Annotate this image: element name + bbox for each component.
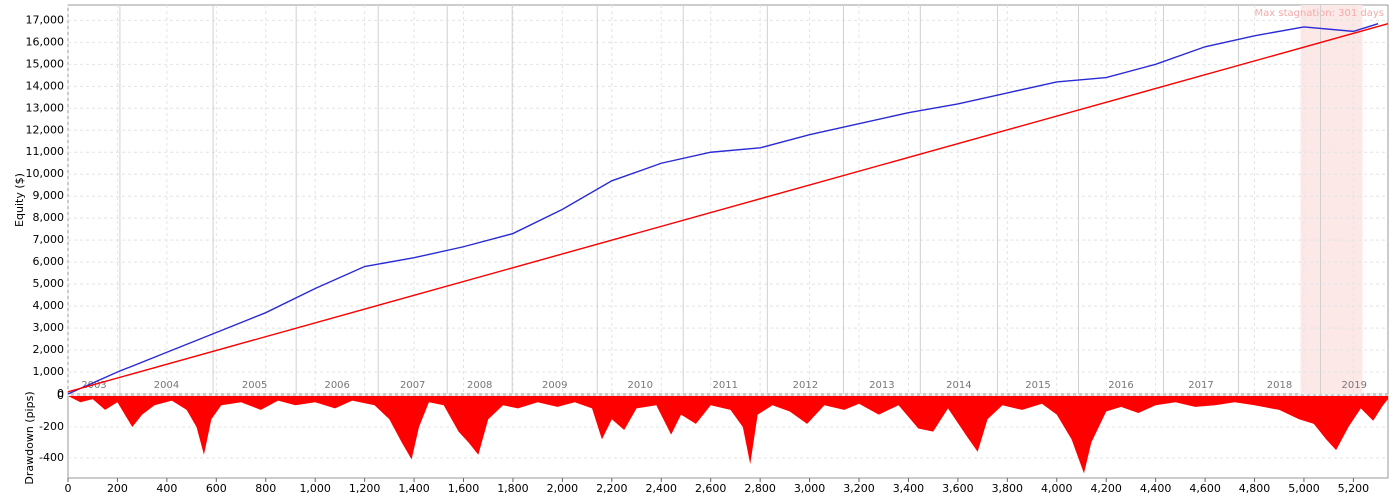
year-label: 2018 <box>1267 380 1292 391</box>
x-tick-label: 2,000 <box>547 482 579 495</box>
drawdown-area <box>68 396 1388 474</box>
y-tick-label: 12,000 <box>26 123 65 136</box>
x-tick-label: 4,200 <box>1090 482 1122 495</box>
x-tick-label: 1,600 <box>448 482 480 495</box>
year-label: 2016 <box>1108 380 1133 391</box>
y-tick-label: 13,000 <box>26 101 65 114</box>
x-tick-label: 3,200 <box>843 482 875 495</box>
y-tick-label: 8,000 <box>33 211 65 224</box>
x-tick-label: 1,000 <box>299 482 331 495</box>
y-tick-label: 2,000 <box>33 343 65 356</box>
year-label: 2007 <box>400 380 425 391</box>
y-tick-label: 15,000 <box>26 57 65 70</box>
year-label: 2010 <box>628 380 653 391</box>
year-label: 2015 <box>1025 380 1050 391</box>
x-tick-label: 800 <box>255 482 276 495</box>
year-label: 2003 <box>81 380 106 391</box>
x-tick-label: 1,800 <box>497 482 529 495</box>
y-tick-label: 17,000 <box>26 13 65 26</box>
year-label: 2009 <box>542 380 567 391</box>
year-label: 2005 <box>242 380 267 391</box>
y-tick-label: 3,000 <box>33 321 65 334</box>
y-tick-label: 6,000 <box>33 255 65 268</box>
stagnation-annotation: Max stagnation: 301 days <box>1255 8 1385 19</box>
y-tick-label: 1,000 <box>33 365 65 378</box>
equity-axis-label: Equity ($) <box>13 173 26 227</box>
x-tick-label: 5,200 <box>1338 482 1370 495</box>
y-tick-label: 0 <box>57 389 64 402</box>
y-tick-label: 14,000 <box>26 79 65 92</box>
y-tick-label: 10,000 <box>26 167 65 180</box>
x-tick-label: 3,800 <box>992 482 1024 495</box>
x-tick-label: 1,200 <box>349 482 381 495</box>
year-label: 2006 <box>324 380 349 391</box>
equity-plot-frame <box>67 4 1389 395</box>
y-tick-label: 4,000 <box>33 299 65 312</box>
year-label: 2017 <box>1188 380 1213 391</box>
x-tick-label: 4,600 <box>1189 482 1221 495</box>
y-tick-label: 9,000 <box>33 189 65 202</box>
x-tick-label: 2,400 <box>646 482 678 495</box>
equity-line <box>67 23 1389 393</box>
x-tick-label: 5,000 <box>1288 482 1320 495</box>
y-tick-label: -200 <box>39 420 64 433</box>
x-tick-label: 200 <box>107 482 128 495</box>
x-tick-label: 2,200 <box>596 482 628 495</box>
drawdown-plot-frame <box>67 395 1389 479</box>
x-tick-label: 3,400 <box>893 482 925 495</box>
x-tick-label: 2,600 <box>695 482 727 495</box>
x-tick-label: 3,600 <box>942 482 974 495</box>
stagnation-band <box>1300 5 1363 394</box>
year-label: 2008 <box>467 380 492 391</box>
x-tick-label: 2,800 <box>744 482 776 495</box>
y-tick-label: 11,000 <box>26 145 65 158</box>
y-tick-label: -400 <box>39 451 64 464</box>
x-tick-label: 0 <box>65 482 72 495</box>
y-tick-label: 5,000 <box>33 277 65 290</box>
year-label: 2019 <box>1342 380 1367 391</box>
x-tick-label: 4,400 <box>1140 482 1172 495</box>
year-label: 2012 <box>793 380 818 391</box>
y-tick-label: 16,000 <box>26 35 65 48</box>
y-tick-label: 7,000 <box>33 233 65 246</box>
year-label: 2013 <box>869 380 894 391</box>
x-tick-label: 400 <box>156 482 177 495</box>
x-tick-label: 600 <box>206 482 227 495</box>
year-label: 2004 <box>154 380 179 391</box>
drawdown-axis-label: Drawdown (pips) <box>23 391 36 484</box>
y-tick-label: 0 <box>57 387 64 400</box>
year-label: 2011 <box>713 380 738 391</box>
x-tick-label: 3,000 <box>794 482 826 495</box>
x-tick-label: 4,800 <box>1239 482 1271 495</box>
x-tick-label: 1,400 <box>398 482 430 495</box>
equity-line <box>67 23 1379 395</box>
x-tick-label: 4,000 <box>1041 482 1073 495</box>
year-label: 2014 <box>946 380 971 391</box>
